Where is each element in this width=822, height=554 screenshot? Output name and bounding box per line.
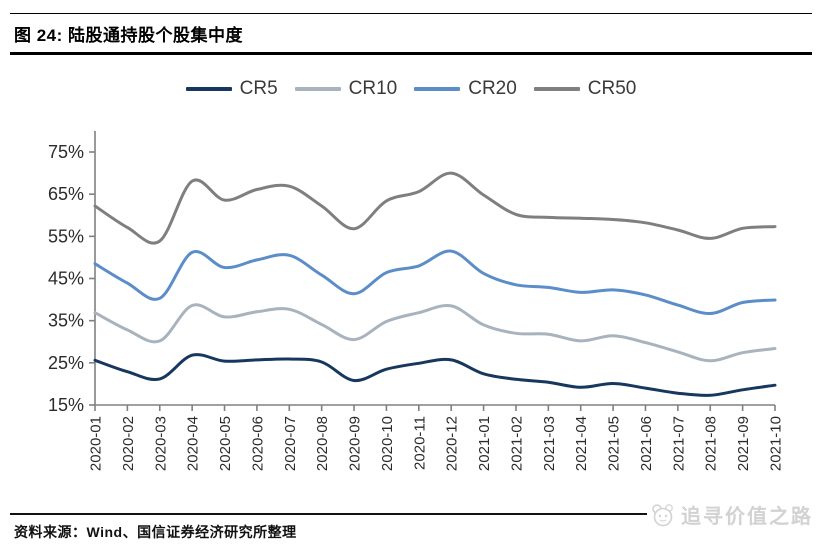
- y-tick-label: 15%: [48, 395, 84, 415]
- x-tick-label: 2021-01: [476, 416, 493, 471]
- x-tick-label: 2020-10: [379, 416, 396, 471]
- legend-item-cr10: CR10: [294, 78, 398, 100]
- chart-legend: CR5 CR10 CR20 CR50: [0, 78, 822, 100]
- legend-swatch-cr50: [533, 87, 580, 91]
- x-tick-label: 2021-02: [508, 416, 525, 471]
- x-tick-label: 2021-10: [768, 416, 785, 471]
- legend-item-cr20: CR20: [414, 78, 517, 100]
- series-line-cr10: [93, 303, 777, 363]
- y-tick-label: 25%: [48, 353, 84, 373]
- title-divider: [10, 52, 812, 55]
- legend-swatch-cr10: [294, 87, 341, 91]
- legend-swatch-cr20: [414, 87, 461, 91]
- x-tick-label: 2020-02: [120, 416, 137, 471]
- y-tick-label: 45%: [48, 269, 84, 289]
- x-tick-label: 2021-06: [638, 416, 655, 471]
- x-tick-label: 2021-08: [703, 416, 720, 471]
- x-tick-label: 2020-04: [185, 416, 202, 471]
- x-tick-label: 2021-05: [606, 416, 623, 471]
- y-tick-label: 65%: [48, 184, 84, 204]
- watermark: 追寻价值之路: [647, 500, 816, 529]
- series-line-cr5: [93, 353, 777, 397]
- figure-title: 图 24: 陆股通持股个股集中度: [14, 26, 244, 45]
- legend-swatch-cr5: [185, 87, 232, 91]
- x-tick-label: 2020-06: [249, 416, 266, 471]
- top-divider: [10, 13, 812, 14]
- x-tick-label: 2020-08: [314, 416, 331, 471]
- axis-lines: [94, 130, 775, 406]
- legend-label: CR5: [239, 78, 278, 99]
- watermark-text: 追寻价值之路: [681, 506, 813, 528]
- legend-label: CR10: [348, 78, 398, 99]
- legend-label: CR50: [587, 78, 637, 99]
- x-tick-label: 2021-03: [541, 416, 558, 471]
- series-line-cr50: [93, 171, 777, 245]
- y-tick-label: 75%: [48, 142, 84, 162]
- x-tick-label: 2020-07: [282, 416, 299, 471]
- x-tick-label: 2021-07: [670, 416, 687, 471]
- y-tick-label: 35%: [48, 311, 84, 331]
- x-tick-label: 2020-12: [444, 416, 461, 471]
- legend-item-cr50: CR50: [533, 78, 637, 100]
- x-tick-label: 2020-01: [88, 416, 105, 471]
- x-tick-label: 2020-05: [217, 416, 234, 471]
- panda-logo-icon: [652, 503, 673, 526]
- x-tick-label: 2021-04: [573, 416, 590, 471]
- x-tick-label: 2020-11: [411, 416, 428, 470]
- x-tick-label: 2020-09: [347, 416, 364, 471]
- x-tick-label: 2021-09: [735, 416, 752, 471]
- y-tick-label: 55%: [48, 226, 84, 246]
- source-note: 资料来源：Wind、国信证券经济研究所整理: [14, 524, 297, 540]
- x-tick-label: 2020-03: [152, 416, 169, 471]
- legend-label: CR20: [468, 78, 517, 99]
- footer-divider: [10, 513, 812, 515]
- series-line-cr20: [93, 249, 777, 316]
- legend-item-cr5: CR5: [185, 78, 278, 100]
